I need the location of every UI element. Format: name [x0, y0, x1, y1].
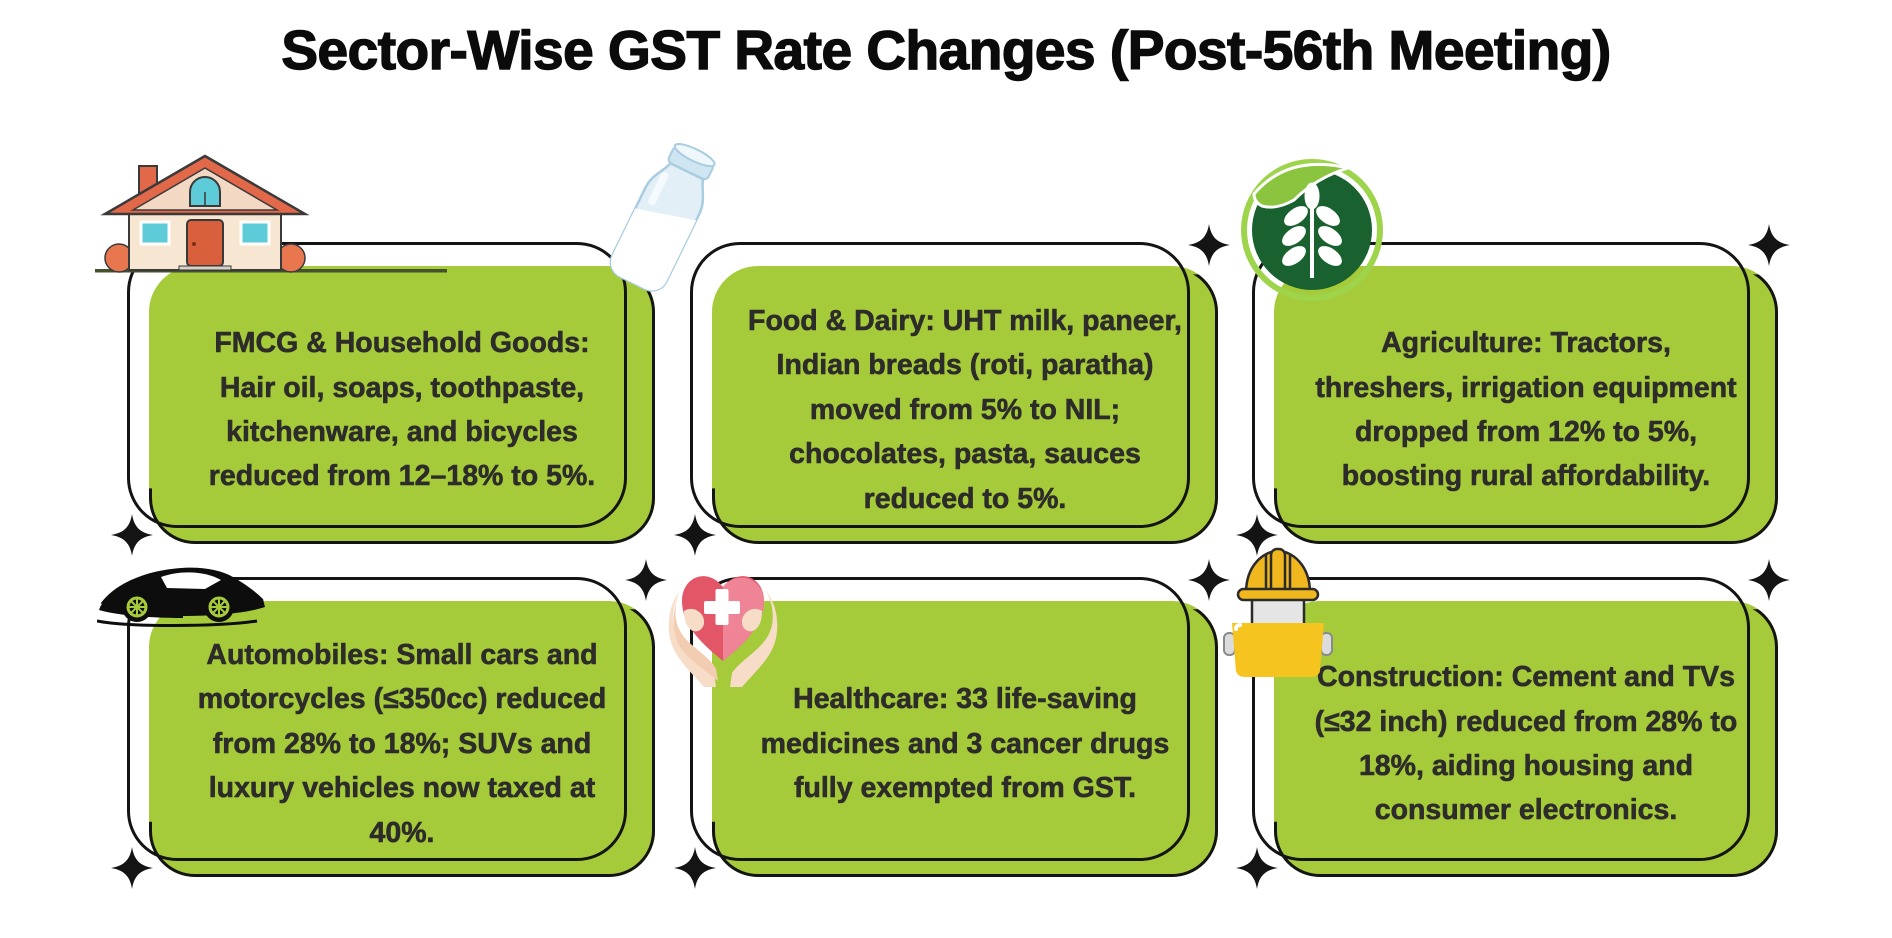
ground-swoosh	[97, 619, 258, 627]
sparkle-icon	[111, 514, 153, 556]
front-wheel	[122, 592, 152, 622]
sparkle-icon	[625, 559, 667, 601]
card-fmcg: FMCG & Household Goods: Hair oil, soaps,…	[95, 154, 667, 556]
leaf	[1252, 162, 1354, 209]
sparkle-icon	[1236, 847, 1278, 889]
hat-brim	[1236, 587, 1320, 602]
card-text: FMCG & Household Goods: Hair oil, soaps,…	[208, 327, 596, 493]
card-agriculture: Agriculture: Tractors, threshers, irriga…	[1236, 159, 1790, 556]
rear-wheel	[204, 592, 234, 622]
hat-center-ridge	[1269, 547, 1287, 595]
car-icon	[97, 567, 265, 627]
card-green-panel	[1274, 266, 1778, 544]
card-construction: Construction: Cement and TVs (≤32 inch) …	[1223, 547, 1790, 889]
card-text: Automobiles: Small cars and motorcycles …	[197, 638, 607, 849]
sparkle-icon	[111, 847, 153, 889]
card-green-panel	[149, 601, 655, 877]
gable-window	[189, 176, 221, 207]
wheat-stalk	[1282, 182, 1342, 278]
card-food-dairy: Food & Dairy: UHT milk, paneer, Indian b…	[609, 143, 1230, 556]
window-right	[239, 220, 271, 246]
card-text: Construction: Cement and TVs (≤32 inch) …	[1314, 661, 1738, 827]
bottle-opening	[673, 143, 716, 168]
right-fingers	[741, 608, 762, 632]
step	[178, 265, 232, 271]
sparkle-icon	[1748, 559, 1790, 601]
heart-hands-icon	[668, 576, 778, 687]
card-green-panel	[712, 601, 1218, 877]
card-outline	[127, 577, 627, 861]
construction-worker-icon	[1223, 547, 1333, 678]
card-text: Healthcare: 33 life-saving medicines and…	[760, 683, 1170, 805]
window-left	[139, 220, 171, 246]
car-window	[161, 572, 221, 589]
right-hand	[730, 591, 778, 687]
medical-cross	[704, 589, 740, 625]
milk-fill	[610, 208, 697, 291]
card-outline	[127, 242, 627, 528]
left-fingers	[684, 608, 705, 632]
board-highlight	[1234, 623, 1242, 631]
hat-ridges	[1264, 555, 1292, 591]
board	[1232, 623, 1324, 678]
sparkle-icon	[1236, 514, 1278, 556]
card-outline	[690, 242, 1190, 528]
bottle-highlight	[648, 171, 669, 206]
sparkle-icon	[1748, 224, 1790, 266]
plans-board	[1223, 623, 1333, 678]
page-title: Sector-Wise GST Rate Changes (Post-56th …	[281, 18, 1612, 81]
card-green-panel	[712, 266, 1218, 544]
leaf-ring	[1241, 159, 1383, 301]
sparkle-icon	[1188, 559, 1230, 601]
card-text: Food & Dairy: UHT milk, paneer, Indian b…	[748, 304, 1183, 515]
sparkle-icon	[674, 847, 716, 889]
card-green-panel	[149, 266, 655, 544]
left-hand	[668, 591, 718, 687]
wheat-icon	[1241, 159, 1383, 301]
house-icon	[95, 154, 447, 273]
card-outline	[690, 577, 1190, 861]
sparkle-icon	[1188, 224, 1230, 266]
sparkle-icon	[674, 514, 716, 556]
card-automobiles: Automobiles: Small cars and motorcycles …	[97, 559, 667, 889]
card-text: Agriculture: Tractors, threshers, irriga…	[1315, 327, 1737, 493]
milk-bottle-icon	[609, 143, 716, 292]
card-outline	[1252, 577, 1750, 861]
card-green-panel	[1274, 601, 1778, 877]
card-healthcare: Healthcare: 33 life-saving medicines and…	[668, 559, 1230, 889]
card-outline	[1252, 242, 1750, 528]
